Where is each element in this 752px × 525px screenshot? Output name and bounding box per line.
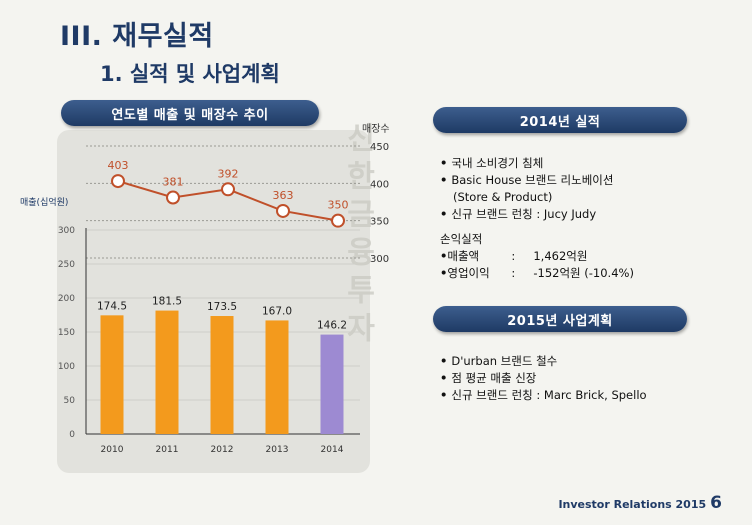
store-count-label: 381	[163, 176, 184, 189]
store-count-label: 363	[273, 189, 294, 202]
x-tick-label: 2013	[266, 445, 289, 455]
store-count-point	[221, 182, 235, 197]
right-tick-label: 350	[370, 217, 389, 228]
plan-heading: 2015년 사업계획	[433, 306, 687, 332]
pl-value: 1,462억원	[533, 249, 588, 263]
plan-item: D'urban 브랜드 철수	[440, 353, 647, 370]
bar-value-label: 174.5	[97, 300, 127, 312]
pl-heading: 손익실적	[440, 232, 483, 246]
pl-row-sales: 매출액 : 1,462억원	[440, 248, 634, 265]
store-count-label: 403	[108, 159, 129, 172]
left-tick-label: 100	[58, 362, 75, 372]
x-tick-label: 2014	[321, 445, 344, 455]
plan-item: 신규 브랜드 런칭 : Marc Brick, Spello	[440, 387, 646, 404]
pl-row-op-income: 영업이익 : -152억원 (-10.4%)	[440, 265, 634, 282]
store-count-label: 392	[218, 167, 239, 180]
right-axis-label: 매장수	[362, 123, 390, 135]
perf-item: Basic House 브랜드 리노베이션	[440, 172, 634, 189]
pl-colon: :	[511, 249, 516, 263]
right-tick-label: 450	[370, 142, 389, 153]
subsection-title: 1. 실적 및 사업계획	[100, 62, 280, 86]
left-tick-label: 150	[58, 328, 75, 338]
store-count-point	[276, 203, 290, 218]
bar	[265, 320, 289, 434]
left-axis-label: 매출(십억원)	[20, 196, 68, 208]
perf-item: 신규 브랜드 런칭 : Jucy Judy	[440, 206, 634, 223]
right-tick-label: 400	[370, 179, 389, 190]
pl-value: -152억원 (-10.4%)	[533, 266, 634, 280]
pl-label: 매출액	[447, 249, 480, 263]
footer: Investor Relations 2015 6	[558, 493, 722, 513]
bar-value-label: 167.0	[262, 305, 292, 317]
store-count-point	[331, 213, 345, 228]
bar-value-label: 173.5	[207, 301, 237, 313]
bar-value-label: 146.2	[317, 320, 347, 332]
left-tick-label: 200	[58, 294, 75, 304]
bar-value-label: 181.5	[152, 296, 182, 308]
perf-list: 국내 소비경기 침체 Basic House 브랜드 리노베이션 (Store …	[440, 155, 634, 282]
plan-item: 점 평균 매출 신장	[440, 370, 647, 387]
bar	[210, 316, 234, 434]
left-tick-label: 0	[69, 430, 75, 440]
footer-text: Investor Relations 2015	[558, 498, 707, 511]
store-count-point	[111, 174, 125, 189]
perf-item: 국내 소비경기 침체	[440, 155, 634, 172]
pl-colon: :	[511, 266, 516, 280]
x-tick-label: 2011	[156, 445, 179, 455]
left-tick-label: 250	[58, 260, 75, 270]
bar	[155, 310, 179, 434]
watermark: 신한금융투자	[340, 122, 375, 350]
right-tick-label: 300	[370, 254, 389, 265]
store-count-point	[166, 190, 180, 205]
x-tick-label: 2010	[101, 445, 124, 455]
x-tick-label: 2012	[211, 445, 234, 455]
perf-heading: 2014년 실적	[433, 107, 687, 133]
left-tick-label: 50	[64, 396, 76, 406]
plan-list: D'urban 브랜드 철수 점 평균 매출 신장 신규 브랜드 런칭 : Ma…	[440, 353, 647, 404]
chart-heading: 연도별 매출 및 매장수 추이	[61, 100, 319, 126]
perf-item-cont: (Store & Product)	[453, 190, 553, 204]
bar	[320, 334, 344, 434]
store-count-label: 350	[328, 199, 349, 212]
section-title: III. 재무실적	[60, 21, 214, 52]
page-number: 6	[710, 493, 722, 513]
left-tick-label: 300	[58, 226, 75, 236]
bar	[100, 315, 124, 434]
pl-label: 영업이익	[447, 266, 490, 280]
